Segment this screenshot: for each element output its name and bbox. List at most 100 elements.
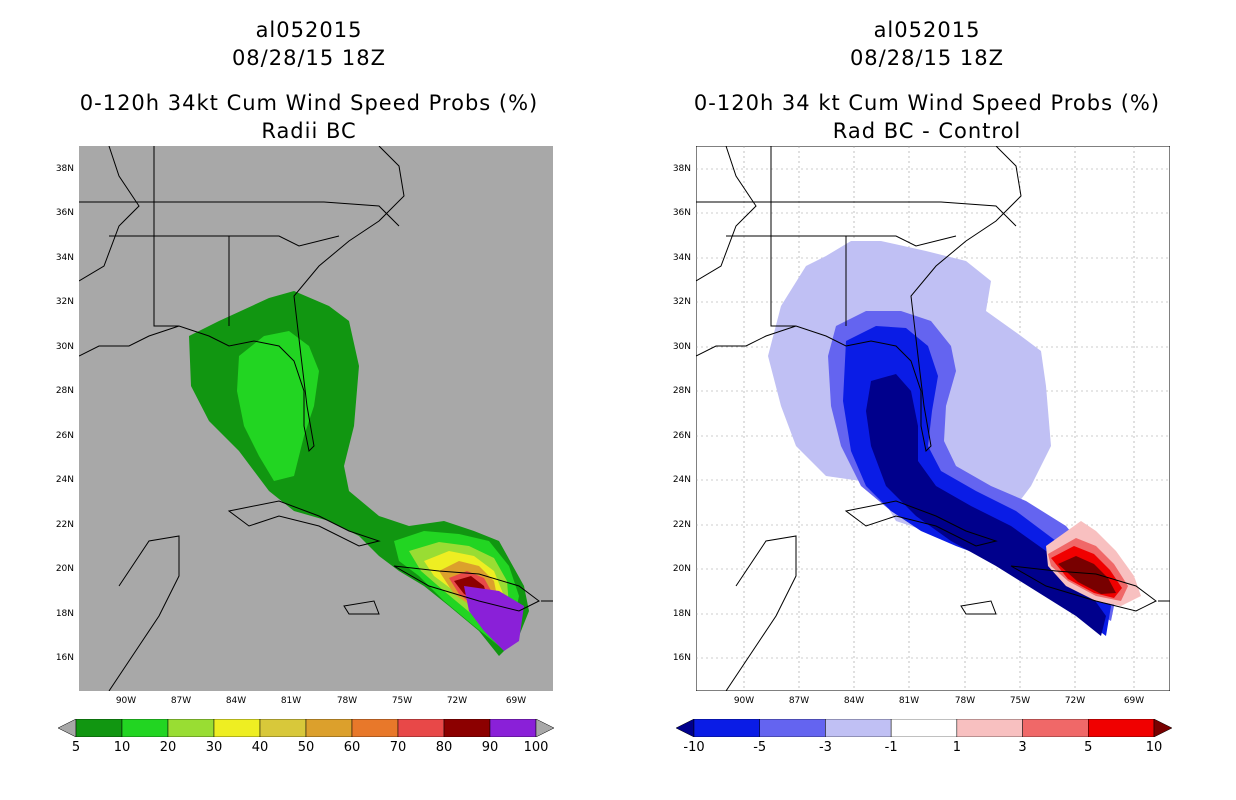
- left-prob-100: [464, 586, 524, 651]
- right-lon-84w: 84W: [843, 696, 865, 706]
- right-lon-75w: 75W: [1009, 696, 1031, 706]
- left-title-datetime: 08/28/15 18Z: [231, 46, 387, 70]
- right-lat-16n: 16N: [672, 653, 691, 663]
- left-colorbar-label: 10: [113, 740, 131, 755]
- left-colorbar-label: 20: [159, 740, 177, 755]
- right-colorbar: [676, 719, 1172, 737]
- left-lon-78w: 78W: [336, 696, 358, 706]
- right-colorbar-segment: [956, 719, 1023, 737]
- right-lat-18n: 18N: [672, 609, 691, 619]
- left-lon-81w: 81W: [280, 696, 302, 706]
- right-lon-81w: 81W: [898, 696, 920, 706]
- right-lat-36n: 36N: [672, 208, 691, 218]
- left-lon-69w: 69W: [505, 696, 527, 706]
- left-lat-30n: 30N: [55, 342, 74, 352]
- right-lat-38n: 38N: [672, 164, 691, 174]
- right-colorbar-label: 5: [1084, 740, 1093, 755]
- right-lat-28n: 28N: [672, 386, 691, 396]
- right-diff-minus10: [866, 374, 1106, 636]
- left-lat-26n: 26N: [55, 431, 74, 441]
- left-colorbar-segment: [259, 719, 307, 737]
- right-map: [696, 146, 1170, 691]
- right-lon-72w: 72W: [1064, 696, 1086, 706]
- left-lon-72w: 72W: [446, 696, 468, 706]
- left-colorbar-segment: [351, 719, 399, 737]
- left-lat-22n: 22N: [55, 520, 74, 530]
- left-lon-75w: 75W: [391, 696, 413, 706]
- left-lat-34n: 34N: [55, 253, 74, 263]
- right-colorbar-label: 1: [952, 740, 961, 755]
- left-panel: al052015 08/28/15 18Z 0-120h 34kt Cum Wi…: [55, 18, 554, 755]
- left-coastlines: [79, 146, 553, 691]
- left-colorbar-segment: [75, 719, 123, 737]
- right-colorbar-label: -5: [753, 740, 767, 755]
- right-lat-30n: 30N: [672, 342, 691, 352]
- right-lat-32n: 32N: [672, 297, 691, 307]
- right-colorbar-label: 3: [1018, 740, 1027, 755]
- left-lat-16n: 16N: [55, 653, 74, 663]
- right-colorbar-high-triangle: [1153, 719, 1172, 737]
- right-coastlines: [696, 146, 1170, 691]
- left-title-subtitle: Radii BC: [261, 119, 357, 143]
- left-colorbar-label: 5: [71, 740, 81, 755]
- left-colorbar-segment: [305, 719, 353, 737]
- left-lat-38n: 38N: [55, 164, 74, 174]
- right-colorbar-segment: [890, 719, 958, 737]
- left-title-storm-id: al052015: [255, 18, 363, 42]
- left-colorbar-segment: [443, 719, 491, 737]
- left-colorbar-segment: [397, 719, 445, 737]
- left-lat-36n: 36N: [55, 208, 74, 218]
- left-colorbar: [58, 719, 554, 737]
- right-colorbar-label: 10: [1145, 740, 1163, 755]
- left-lon-87w: 87W: [170, 696, 192, 706]
- right-colorbar-segment: [759, 719, 826, 737]
- right-colorbar-low-triangle: [676, 719, 695, 737]
- right-title-product: 0-120h 34 kt Cum Wind Speed Probs (%): [693, 91, 1161, 115]
- right-colorbar-label: -3: [818, 740, 832, 755]
- left-colorbar-label: 40: [251, 740, 269, 755]
- left-colorbar-segment: [489, 719, 537, 737]
- left-colorbar-label: 30: [205, 740, 223, 755]
- right-colorbar-segment: [1022, 719, 1089, 737]
- right-lat-24n: 24N: [672, 475, 691, 485]
- left-prob-10: [237, 331, 319, 481]
- right-colorbar-segment: [1088, 719, 1155, 737]
- left-colorbar-label: 50: [297, 740, 315, 755]
- left-colorbar-label: 70: [389, 740, 407, 755]
- right-diff-plus10-max: [1058, 556, 1116, 594]
- left-map: [79, 146, 553, 691]
- left-colorbar-label: 60: [343, 740, 361, 755]
- right-lat-26n: 26N: [672, 431, 691, 441]
- right-lat-20n: 20N: [672, 564, 691, 574]
- right-title-subtitle: Rad BC - Control: [832, 119, 1022, 143]
- right-lat-34n: 34N: [672, 253, 691, 263]
- left-lon-84w: 84W: [225, 696, 247, 706]
- right-lon-69w: 69W: [1123, 696, 1145, 706]
- left-colorbar-high-triangle: [535, 719, 554, 737]
- right-lat-22n: 22N: [672, 520, 691, 530]
- left-lat-28n: 28N: [55, 386, 74, 396]
- right-lon-90w: 90W: [733, 696, 755, 706]
- left-colorbar-label: 90: [481, 740, 499, 755]
- right-colorbar-segment: [825, 719, 892, 737]
- left-title-product: 0-120h 34kt Cum Wind Speed Probs (%): [79, 91, 539, 115]
- right-lon-87w: 87W: [788, 696, 810, 706]
- left-lat-18n: 18N: [55, 609, 74, 619]
- left-lat-32n: 32N: [55, 297, 74, 307]
- left-lon-90w: 90W: [115, 696, 137, 706]
- left-lat-20n: 20N: [55, 564, 74, 574]
- left-colorbar-segment: [213, 719, 261, 737]
- right-title-storm-id: al052015: [873, 18, 981, 42]
- left-lat-24n: 24N: [55, 475, 74, 485]
- right-colorbar-label: -10: [683, 740, 705, 755]
- left-colorbar-segment: [167, 719, 215, 737]
- right-title-datetime: 08/28/15 18Z: [849, 46, 1005, 70]
- right-panel: al052015 08/28/15 18Z 0-120h 34 kt Cum W…: [618, 0, 1236, 800]
- right-colorbar-segment: [693, 719, 760, 737]
- right-colorbar-label: -1: [884, 740, 898, 755]
- right-lon-78w: 78W: [954, 696, 976, 706]
- left-colorbar-segment: [121, 719, 169, 737]
- left-colorbar-label: 100: [523, 740, 549, 755]
- left-colorbar-low-triangle: [58, 719, 77, 737]
- left-colorbar-label: 80: [435, 740, 453, 755]
